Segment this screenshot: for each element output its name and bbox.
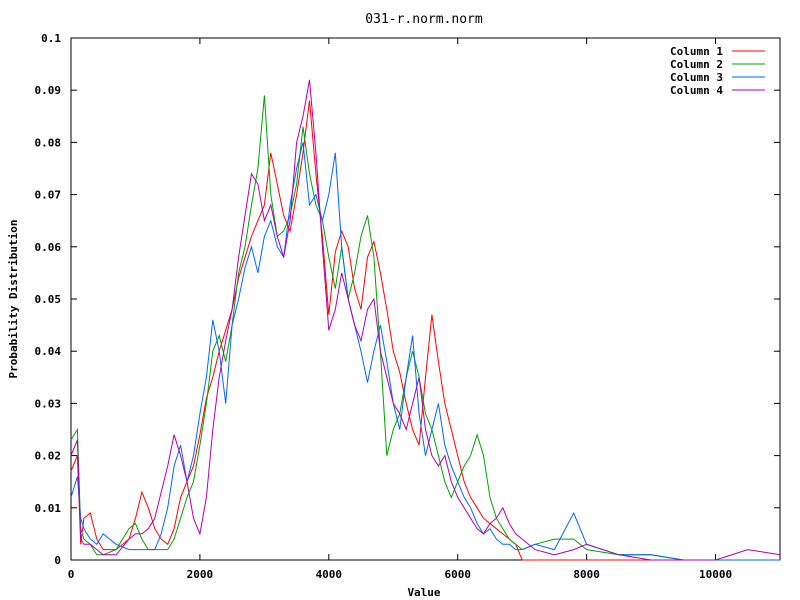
legend-label: Column 3 bbox=[670, 71, 723, 84]
y-tick-label: 0.03 bbox=[35, 397, 62, 410]
y-tick-label: 0.05 bbox=[35, 293, 62, 306]
y-tick-label: 0.04 bbox=[35, 345, 62, 358]
series-line-1 bbox=[70, 100, 780, 561]
x-tick-label: 6000 bbox=[444, 568, 471, 581]
y-tick-label: 0.08 bbox=[35, 136, 62, 149]
series-lines bbox=[70, 79, 781, 561]
plot-frame bbox=[70, 37, 781, 561]
x-tick-label: 4000 bbox=[316, 568, 343, 581]
series-line-2 bbox=[70, 95, 780, 561]
y-tick-label: 0.09 bbox=[35, 84, 62, 97]
y-tick-label: 0.01 bbox=[35, 502, 62, 515]
x-tick-label: 2000 bbox=[187, 568, 214, 581]
series-line-3 bbox=[70, 142, 780, 561]
x-axis-label: Value bbox=[407, 586, 440, 599]
y-tick-label: 0.02 bbox=[35, 450, 62, 463]
legend-label: Column 4 bbox=[670, 84, 723, 97]
y-tick-label: 0.07 bbox=[35, 189, 62, 202]
legend-label: Column 1 bbox=[670, 45, 723, 58]
series-line-4 bbox=[70, 79, 781, 561]
y-tick-label: 0.06 bbox=[35, 241, 62, 254]
legend-label: Column 2 bbox=[670, 58, 723, 71]
chart-title: 031-r.norm.norm bbox=[365, 12, 483, 27]
y-tick-label: 0.1 bbox=[41, 32, 61, 45]
ticks: 0 0.01 0.02 0.03 0.04 0.05 0.06 0.07 0.08 0.09 0.1… bbox=[35, 32, 780, 581]
y-axis-label: Probability Distribution bbox=[7, 220, 20, 379]
y-tick-label: 0 bbox=[54, 554, 61, 567]
x-tick-label: 0 bbox=[68, 568, 75, 581]
axes bbox=[70, 37, 781, 561]
x-tick-label: 10000 bbox=[699, 568, 732, 581]
x-tick-label: 8000 bbox=[573, 568, 600, 581]
